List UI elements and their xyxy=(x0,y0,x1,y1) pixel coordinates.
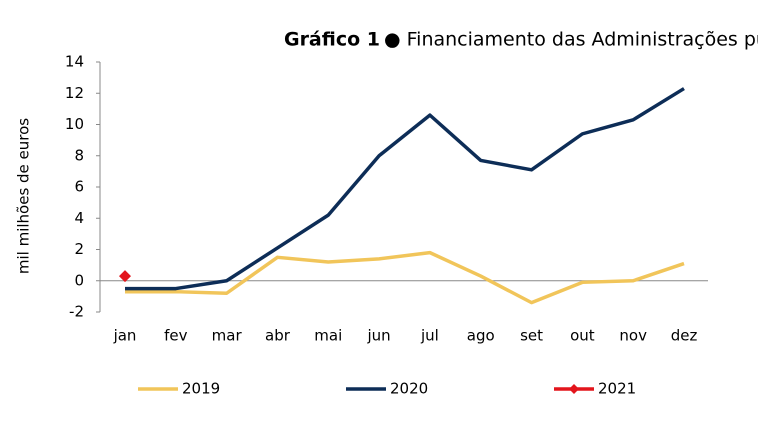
x-tick-label: nov xyxy=(619,327,647,345)
point-marker xyxy=(119,270,131,283)
series-line xyxy=(125,87,685,291)
y-tick-label: 10 xyxy=(65,115,84,133)
legend-marker xyxy=(569,384,579,394)
y-tick-label: 12 xyxy=(65,84,84,102)
legend-label: 2019 xyxy=(182,380,220,398)
x-tick-label: mar xyxy=(212,327,243,345)
x-tick-label: dez xyxy=(671,327,698,345)
y-tick-label: 6 xyxy=(74,178,84,196)
x-tick-label: jan xyxy=(113,327,137,345)
series-line xyxy=(125,250,685,305)
chart-title: ● Financiamento das Administrações públi… xyxy=(384,29,758,51)
x-tick-label: out xyxy=(570,327,595,345)
y-axis-label: mil milhões de euros xyxy=(15,118,33,274)
y-tick-label: 0 xyxy=(74,271,84,289)
y-tick-label: -2 xyxy=(69,303,84,321)
legend-label: 2021 xyxy=(598,380,636,398)
x-tick-label: set xyxy=(520,327,543,345)
x-tick-label: mai xyxy=(314,327,342,345)
legend-label: 2020 xyxy=(390,380,428,398)
chart-title-prefix: Gráfico 1 xyxy=(284,29,380,51)
x-tick-label: abr xyxy=(265,327,291,345)
x-tick-label: jul xyxy=(420,327,439,345)
x-tick-label: jun xyxy=(366,327,390,345)
y-tick-label: 4 xyxy=(74,209,84,227)
y-tick-label: 8 xyxy=(74,146,84,164)
x-tick-label: fev xyxy=(164,327,188,345)
y-tick-label: 14 xyxy=(65,53,84,71)
y-tick-label: 2 xyxy=(74,240,84,258)
x-tick-label: ago xyxy=(467,327,495,345)
